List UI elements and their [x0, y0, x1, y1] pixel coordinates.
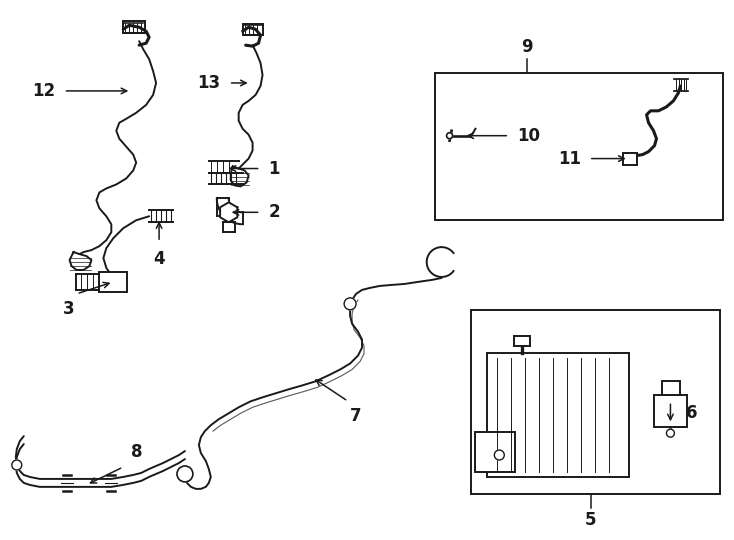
Circle shape — [12, 460, 22, 470]
Text: 9: 9 — [521, 38, 533, 56]
Bar — [663, 381, 680, 395]
Text: 1: 1 — [269, 159, 280, 178]
Text: 4: 4 — [153, 250, 165, 268]
Bar — [622, 153, 636, 165]
Polygon shape — [70, 252, 92, 270]
Bar — [99, 272, 127, 292]
Polygon shape — [220, 202, 237, 222]
Polygon shape — [230, 166, 249, 186]
Bar — [653, 395, 687, 427]
Bar — [471, 310, 720, 494]
Circle shape — [446, 133, 453, 139]
Text: 6: 6 — [686, 404, 698, 422]
Circle shape — [666, 429, 675, 437]
Text: 2: 2 — [269, 203, 280, 221]
Circle shape — [494, 450, 504, 460]
Bar — [435, 73, 723, 220]
Text: 3: 3 — [62, 300, 74, 318]
Text: 5: 5 — [585, 511, 597, 529]
Text: 8: 8 — [131, 443, 142, 461]
Bar — [515, 336, 530, 346]
Bar — [487, 353, 628, 477]
Text: 11: 11 — [558, 150, 581, 167]
Text: 10: 10 — [517, 127, 540, 145]
Circle shape — [177, 466, 193, 482]
Bar — [123, 21, 145, 33]
Bar — [243, 24, 263, 35]
Text: 12: 12 — [32, 82, 56, 100]
Text: 13: 13 — [197, 74, 221, 92]
Text: 7: 7 — [350, 407, 362, 426]
Circle shape — [344, 298, 356, 310]
Bar — [476, 432, 515, 472]
